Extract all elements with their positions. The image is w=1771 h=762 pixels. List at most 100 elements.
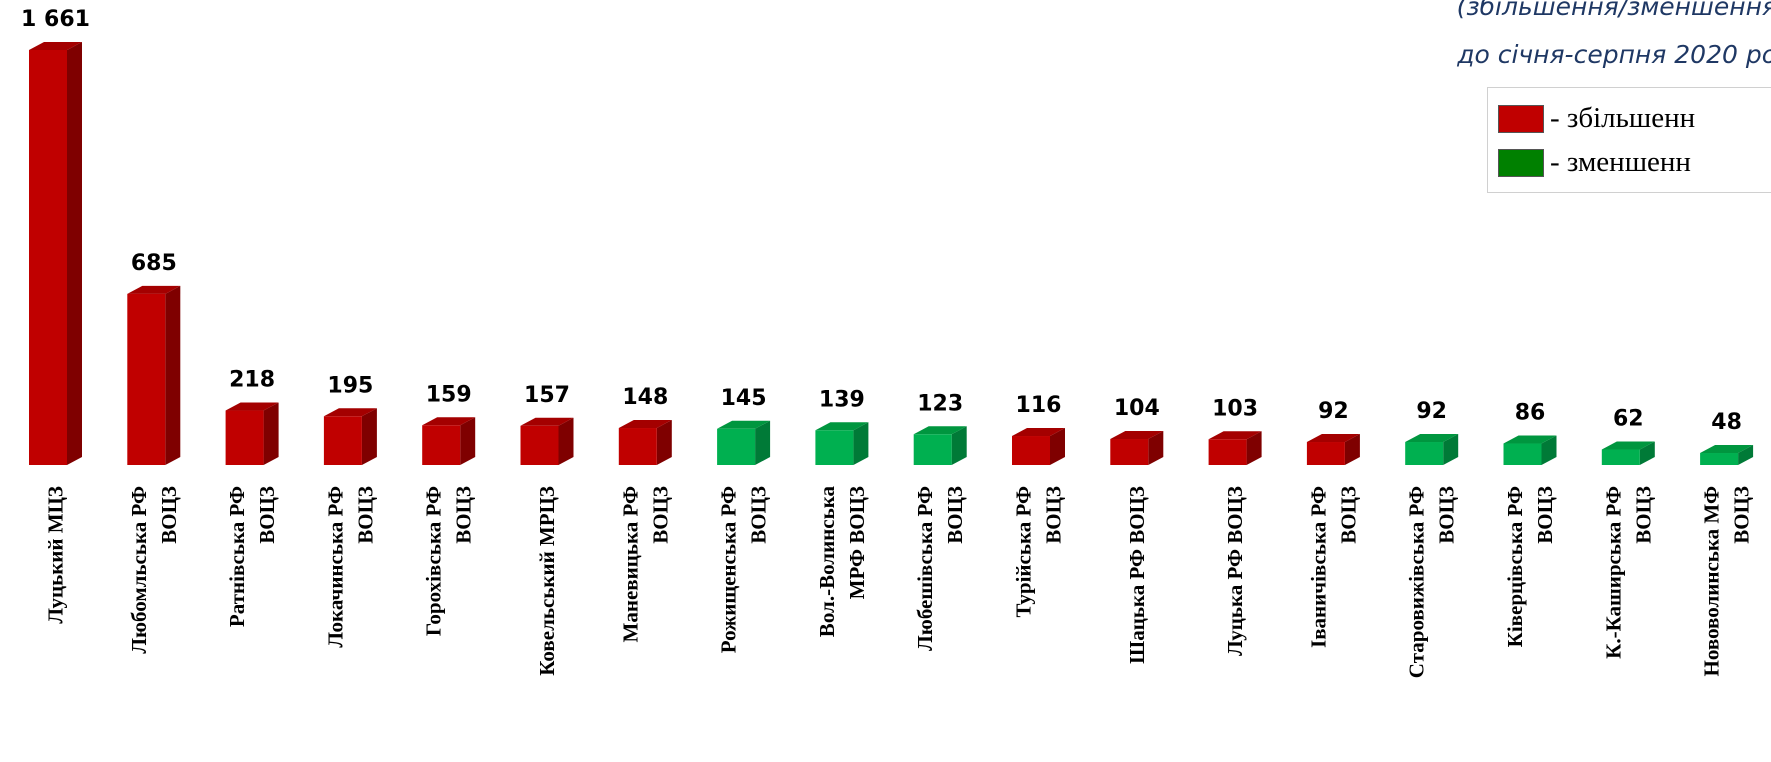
legend-item-increase: - збільшенн xyxy=(1498,102,1695,135)
category-label-line: ВОЦЗ xyxy=(1533,486,1557,544)
bar-top xyxy=(225,402,279,411)
category-label-line: Луцький МЦЗ xyxy=(44,486,68,624)
bar-top xyxy=(1306,434,1360,443)
category-label-line: Іваничівська РФ xyxy=(1306,486,1330,648)
bar-side xyxy=(1443,434,1459,465)
value-label: 92 xyxy=(1416,399,1447,424)
category-label: Іваничівська РФ ВОЦЗ xyxy=(1306,486,1360,648)
category-label-line: Вол.-Волинська xyxy=(815,486,839,638)
value-label: 103 xyxy=(1212,396,1258,421)
bar-top xyxy=(815,422,869,431)
bar-side xyxy=(361,408,377,465)
category-label-line: ВОЦЗ xyxy=(1336,486,1360,544)
bar xyxy=(1110,431,1164,465)
category-label: Маневицька РФ ВОЦЗ xyxy=(618,486,672,642)
chart-subtitle-line-1: (збільшення/зменшення xyxy=(1456,0,1771,21)
bar-side xyxy=(1639,441,1655,465)
legend-label-decrease: - зменшенн xyxy=(1550,146,1691,178)
bar-side xyxy=(755,420,771,465)
category-label-line: К.-Каширська РФ xyxy=(1601,486,1625,659)
category-label-line: ВОЦЗ xyxy=(1042,486,1066,544)
bar-side xyxy=(656,420,672,465)
bar-side xyxy=(951,426,967,465)
bar-side xyxy=(1246,431,1262,465)
category-label-line: ВОЦЗ xyxy=(747,486,771,544)
category-label: Ковельський МРЦЗ xyxy=(535,486,559,676)
category-label-line: Рожищенська РФ xyxy=(717,486,741,653)
bar xyxy=(618,420,672,465)
bar xyxy=(815,422,869,465)
bar-front xyxy=(1208,439,1247,465)
bar-side xyxy=(1541,435,1557,465)
category-label-line: ВОЦЗ xyxy=(1631,486,1655,544)
category-label-line: Горохівська РФ xyxy=(422,486,446,636)
category-label: Любомльська РФ ВОЦЗ xyxy=(127,486,181,654)
category-label-line: Нововолинська МФ xyxy=(1700,486,1724,676)
category-label: Шацька РФ ВОЦЗ xyxy=(1125,486,1149,664)
category-label-line: ВОЦЗ xyxy=(1730,486,1754,544)
bar-top xyxy=(422,417,476,426)
chart-subtitle-line-2: до січня-серпня 2020 ро xyxy=(1457,40,1771,69)
category-label: Локачинська РФ ВОЦЗ xyxy=(323,486,377,648)
bar-side xyxy=(460,417,476,465)
bar-front xyxy=(1405,442,1444,465)
bar-top xyxy=(1503,435,1557,444)
category-label-line: ВОЦЗ xyxy=(1435,486,1459,544)
bar-front xyxy=(1306,442,1345,465)
bar-front xyxy=(422,425,461,465)
bar-top xyxy=(1405,434,1459,443)
category-label-line: Шацька РФ ВОЦЗ xyxy=(1125,486,1149,664)
value-label: 62 xyxy=(1613,407,1644,432)
category-label-line: Ковельський МРЦЗ xyxy=(535,486,559,676)
bar-top xyxy=(1700,445,1754,454)
bar-side xyxy=(1344,434,1360,465)
value-label: 218 xyxy=(229,368,275,393)
bar-front xyxy=(618,428,657,465)
bar xyxy=(1700,445,1754,465)
bar xyxy=(1012,428,1065,465)
category-label-line: МРФ ВОЦЗ xyxy=(845,486,869,599)
category-label-line: ВОЦЗ xyxy=(648,486,672,544)
bar xyxy=(913,426,967,465)
legend-swatch-increase xyxy=(1498,104,1544,133)
legend: - збільшенн - зменшенн xyxy=(1487,87,1771,193)
category-label-line: Турійська РФ xyxy=(1012,486,1036,618)
bar xyxy=(717,420,771,465)
value-label: 145 xyxy=(721,386,767,411)
value-label: 86 xyxy=(1515,401,1546,426)
bar xyxy=(1503,435,1557,465)
category-label: Луцька РФ ВОЦЗ xyxy=(1223,486,1247,656)
value-label: 116 xyxy=(1016,393,1062,418)
category-label-line: ВОЦЗ xyxy=(452,486,476,544)
category-label: Любешівська РФ ВОЦЗ xyxy=(913,486,967,651)
category-label: Старовижівська РФ ВОЦЗ xyxy=(1405,486,1459,678)
category-label: Ківерцівська РФ ВОЦЗ xyxy=(1503,486,1557,647)
bar-top xyxy=(717,420,771,429)
legend-swatch-decrease xyxy=(1498,148,1544,177)
bar-side xyxy=(165,285,181,465)
category-label: Вол.-Волинська МРФ ВОЦЗ xyxy=(815,486,869,638)
value-label: 1 661 xyxy=(21,7,90,32)
value-label: 195 xyxy=(327,373,373,398)
value-label: 123 xyxy=(917,391,963,416)
bar-top xyxy=(1110,431,1164,440)
bar xyxy=(1405,434,1459,465)
bar-front xyxy=(1601,449,1640,465)
bar-top xyxy=(1208,431,1262,440)
bar xyxy=(225,402,279,465)
legend-item-decrease: - зменшенн xyxy=(1498,146,1691,179)
category-label: Ратнівська РФ ВОЦЗ xyxy=(225,486,279,627)
category-label: Турійська РФ ВОЦЗ xyxy=(1012,486,1066,618)
category-label-line: Луцька РФ ВОЦЗ xyxy=(1223,486,1247,656)
bar-front xyxy=(1110,439,1149,465)
bar-front xyxy=(913,434,952,465)
bar-top xyxy=(618,420,672,429)
bar-top xyxy=(913,426,967,435)
bar-side xyxy=(1050,428,1065,465)
bar xyxy=(422,417,476,465)
category-label-line: Ківерцівська РФ xyxy=(1503,486,1527,647)
bar-front xyxy=(29,50,67,465)
bar-top xyxy=(520,417,574,426)
bar-front xyxy=(520,425,559,465)
